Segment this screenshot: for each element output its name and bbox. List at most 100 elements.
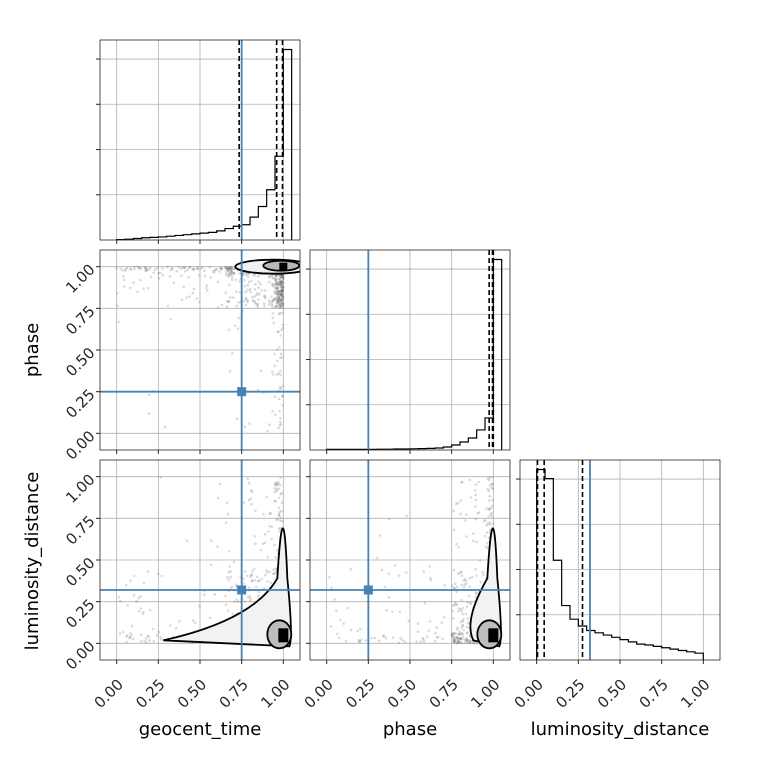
sample-point	[129, 267, 132, 270]
sample-point	[264, 296, 267, 300]
sample-point	[253, 579, 257, 582]
sample-point	[461, 624, 465, 628]
sample-point	[280, 356, 284, 359]
sample-point	[227, 272, 231, 276]
sample-point	[262, 295, 266, 298]
sample-point	[485, 531, 489, 534]
sample-point	[234, 278, 238, 282]
sample-point	[405, 571, 408, 574]
sample-point	[232, 296, 235, 299]
sample-point	[250, 579, 254, 583]
sample-point	[462, 579, 466, 582]
sample-point	[336, 632, 339, 636]
sample-point	[277, 296, 281, 299]
x-axis-label-luminosity_distance: luminosity_distance	[531, 719, 710, 740]
sample-point	[474, 493, 477, 497]
sample-point	[276, 297, 279, 301]
sample-point	[249, 290, 252, 294]
sample-point	[280, 328, 283, 332]
sample-point	[385, 608, 389, 612]
sample-point	[169, 317, 172, 321]
sample-point	[485, 507, 488, 510]
sample-point	[126, 603, 130, 607]
sample-point	[136, 290, 139, 294]
sample-point	[486, 477, 489, 481]
sample-point	[224, 603, 228, 606]
sample-point	[280, 304, 283, 308]
y-tick-label: 0.75	[62, 512, 98, 548]
sample-point	[470, 640, 474, 643]
sample-point	[280, 293, 284, 297]
sample-point	[473, 489, 477, 492]
sample-point	[458, 571, 462, 575]
sample-point	[148, 608, 152, 612]
sample-point	[166, 304, 170, 308]
sample-point	[276, 293, 280, 296]
sample-point	[182, 285, 185, 289]
sample-point	[242, 577, 245, 580]
sample-point	[275, 489, 279, 493]
sample-point	[243, 600, 247, 603]
sample-point	[281, 291, 284, 295]
sample-point	[278, 409, 281, 413]
sample-point	[160, 638, 163, 641]
sample-point	[253, 273, 256, 276]
sample-point	[225, 501, 229, 505]
sample-point	[118, 632, 122, 635]
sample-point	[463, 641, 467, 644]
sample-point	[256, 388, 260, 392]
sample-point	[224, 594, 227, 598]
sample-point	[375, 556, 379, 560]
density-contours	[469, 527, 503, 650]
sample-point	[491, 487, 495, 490]
sample-point	[281, 302, 285, 305]
sample-point	[139, 267, 143, 270]
sample-point	[281, 286, 285, 289]
sample-point	[279, 299, 283, 302]
sample-point	[276, 300, 280, 303]
sample-point	[382, 634, 386, 638]
sample-point	[453, 586, 456, 590]
sample-point	[158, 271, 162, 275]
sample-point	[186, 268, 189, 272]
y-tick-label: 0.50	[62, 344, 98, 380]
sample-point	[276, 284, 280, 288]
sample-point	[279, 285, 283, 289]
sample-point	[280, 288, 284, 292]
sample-point	[458, 640, 462, 644]
sample-point	[384, 636, 388, 640]
sample-point	[248, 287, 252, 291]
sample-point	[491, 522, 495, 525]
sample-point	[159, 476, 162, 479]
sample-point	[274, 481, 278, 485]
sample-point	[281, 276, 285, 279]
sample-point	[280, 291, 283, 295]
sample-point	[450, 584, 454, 588]
sample-point	[275, 348, 279, 352]
sample-point	[277, 302, 281, 305]
sample-point	[246, 477, 250, 481]
sample-point	[278, 303, 282, 306]
sample-point	[279, 356, 282, 359]
sample-point	[226, 576, 229, 579]
sample-point	[125, 640, 129, 644]
sample-point	[460, 583, 464, 587]
sample-point	[276, 359, 279, 363]
sample-point	[276, 286, 280, 290]
sample-point	[463, 577, 466, 581]
sample-point	[277, 527, 281, 531]
sample-point	[254, 509, 257, 512]
sample-point	[247, 586, 251, 589]
sample-point	[157, 572, 160, 576]
panel-hist-geocent_time	[96, 39, 301, 241]
sample-point	[275, 289, 279, 292]
sample-point	[259, 548, 263, 552]
sample-point	[486, 546, 489, 550]
sample-point	[335, 609, 338, 612]
sample-point	[279, 282, 283, 285]
sample-point	[463, 583, 467, 586]
sample-point	[279, 274, 283, 277]
sample-point	[208, 616, 212, 620]
sample-point	[460, 633, 463, 636]
sample-point	[459, 512, 462, 516]
